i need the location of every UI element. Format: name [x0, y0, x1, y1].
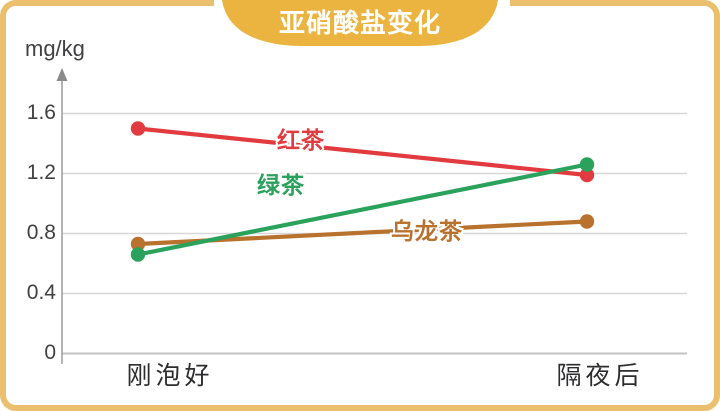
badge-notch-right [497, 0, 510, 6]
title-badge-shape [222, 0, 498, 46]
y-tick-0-4: 0.4 [26, 281, 56, 304]
series-label-green-tea: 绿茶 [257, 172, 305, 198]
y-tick-1-2: 1.2 [26, 161, 56, 184]
y-axis-unit-label: mg/kg [25, 36, 85, 61]
y-tick-0-8: 0.8 [26, 221, 56, 244]
page-title: 亚硝酸盐变化 [278, 7, 441, 38]
series-label-oolong-tea: 乌龙茶 [391, 218, 463, 244]
badge-notch-left [214, 0, 225, 6]
y-tick-0: 0 [44, 341, 56, 364]
x-label-freshly-brewed: 刚泡好 [126, 362, 214, 390]
badge-banner-path [222, 0, 498, 46]
x-label-after-overnight: 隔夜后 [556, 362, 644, 390]
y-tick-1-6: 1.6 [26, 101, 56, 124]
title-badge: 亚硝酸盐变化 [222, 0, 498, 46]
series-label-black-tea: 红茶 [277, 127, 325, 153]
